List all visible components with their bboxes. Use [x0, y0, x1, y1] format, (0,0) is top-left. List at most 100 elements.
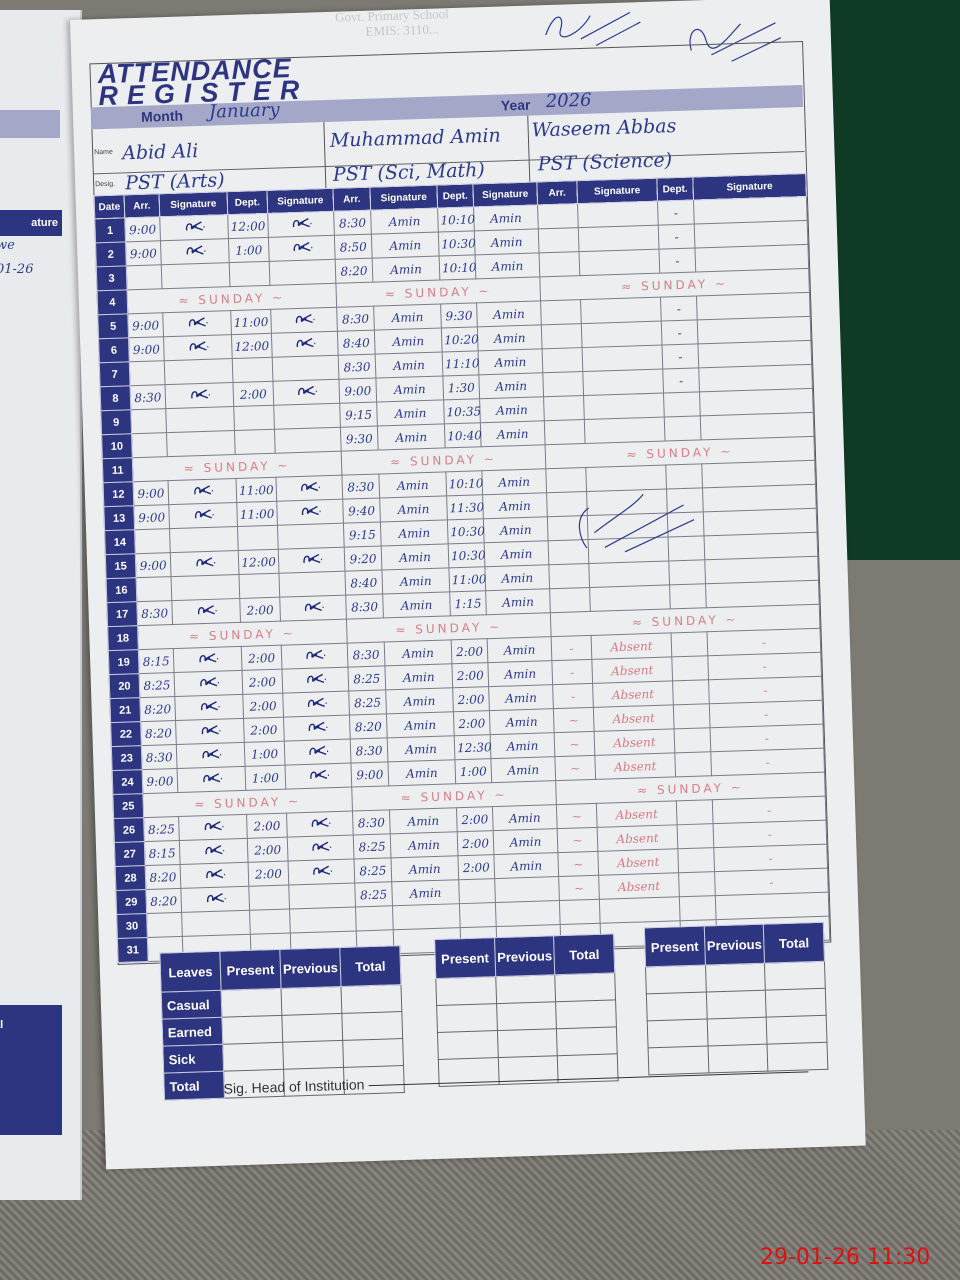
departure-signature[interactable]	[705, 580, 820, 608]
departure-signature[interactable]	[494, 876, 560, 903]
departure-signature[interactable]: Amin	[478, 372, 544, 399]
departure-signature[interactable]: Amin	[484, 564, 550, 591]
departure-signature[interactable]	[268, 235, 336, 262]
arrival-time[interactable]	[541, 323, 583, 349]
departure-time[interactable]	[234, 429, 276, 455]
leave-cell[interactable]	[646, 992, 707, 1021]
arrival-signature[interactable]	[174, 694, 244, 721]
departure-time[interactable]: 11:00	[235, 477, 277, 503]
departure-signature[interactable]	[700, 412, 814, 440]
departure-time[interactable]	[232, 357, 273, 383]
departure-time[interactable]: 2:00	[456, 806, 494, 832]
arrival-signature[interactable]: Amin	[382, 591, 451, 618]
arrival-signature[interactable]	[161, 262, 230, 289]
leave-cell[interactable]	[766, 1015, 827, 1045]
arrival-time[interactable]: ~	[554, 731, 595, 757]
leave-cell[interactable]	[765, 988, 827, 1018]
departure-time[interactable]	[664, 415, 702, 442]
absent-note[interactable]: Absent	[591, 632, 672, 660]
departure-time[interactable]	[672, 679, 710, 705]
departure-signature[interactable]	[279, 595, 347, 622]
arrival-signature[interactable]: Amin	[386, 711, 455, 738]
arrival-signature[interactable]	[170, 550, 239, 577]
arrival-time[interactable]	[544, 419, 586, 445]
arrival-time[interactable]: 9:20	[344, 545, 382, 572]
departure-time[interactable]: 2:00	[248, 861, 289, 887]
departure-signature[interactable]	[271, 331, 339, 358]
arrival-time[interactable]	[136, 576, 172, 602]
departure-signature[interactable]: -	[709, 700, 823, 728]
departure-signature[interactable]: -	[710, 748, 825, 776]
departure-time[interactable]	[233, 405, 275, 431]
departure-signature[interactable]	[284, 739, 351, 766]
departure-signature[interactable]	[702, 484, 817, 512]
departure-time[interactable]: -	[660, 295, 698, 322]
absent-note[interactable]: Absent	[591, 656, 673, 684]
arrival-signature[interactable]	[175, 718, 245, 745]
departure-time[interactable]: -	[662, 343, 699, 370]
departure-time[interactable]	[668, 559, 706, 585]
departure-time[interactable]: 10:20	[441, 326, 479, 352]
arrival-signature[interactable]: Amin	[381, 567, 450, 594]
arrival-signature[interactable]: Amin	[390, 831, 458, 858]
departure-time[interactable]: 10:30	[448, 542, 486, 568]
absent-note[interactable]: Absent	[596, 800, 678, 828]
arrival-time[interactable]: 8:25	[139, 672, 175, 698]
departure-time[interactable]: 10:40	[444, 422, 482, 448]
departure-time[interactable]	[674, 751, 712, 777]
arrival-signature[interactable]: Amin	[381, 543, 449, 570]
departure-time[interactable]: -	[662, 367, 700, 394]
arrival-time[interactable]: 8:30	[336, 306, 375, 332]
leave-cell[interactable]	[764, 961, 826, 991]
departure-time[interactable]: 2:00	[451, 662, 489, 688]
arrival-time[interactable]	[559, 899, 601, 925]
leave-cell[interactable]	[556, 1026, 618, 1056]
departure-signature[interactable]: -	[713, 820, 827, 848]
departure-signature[interactable]	[289, 906, 357, 934]
departure-time[interactable]	[671, 631, 708, 657]
departure-time[interactable]: 1:30	[442, 374, 480, 400]
arrival-time[interactable]	[548, 563, 590, 589]
departure-time[interactable]: 2:00	[457, 854, 495, 880]
leave-cell[interactable]	[647, 1018, 708, 1048]
departure-signature[interactable]: Amin	[484, 540, 549, 567]
arrival-time[interactable]: ~	[556, 803, 598, 829]
arrival-signature[interactable]: Amin	[390, 855, 459, 882]
departure-signature[interactable]: Amin	[493, 828, 558, 855]
arrival-time[interactable]: 8:50	[334, 234, 373, 260]
departure-signature[interactable]: Amin	[487, 660, 553, 687]
leave-cell[interactable]	[555, 972, 616, 1002]
departure-time[interactable]: 2:00	[242, 693, 284, 719]
departure-signature[interactable]	[704, 532, 818, 560]
arrival-time[interactable]	[537, 203, 579, 229]
departure-signature[interactable]	[274, 427, 342, 454]
arrival-time[interactable]: -	[552, 683, 594, 709]
departure-signature[interactable]: Amin	[479, 396, 545, 423]
departure-signature[interactable]	[287, 835, 354, 862]
departure-time[interactable]: 2:00	[451, 638, 488, 664]
leave-cell[interactable]	[645, 965, 707, 994]
arrival-time[interactable]: 8:15	[144, 840, 181, 866]
arrival-signature[interactable]	[171, 574, 240, 601]
arrival-signature[interactable]	[174, 670, 243, 697]
arrival-time[interactable]: -	[551, 635, 592, 661]
leave-cell[interactable]	[437, 1030, 498, 1060]
departure-signature[interactable]: -	[708, 676, 823, 704]
departure-time[interactable]: 1:00	[244, 741, 286, 767]
departure-signature[interactable]: Amin	[474, 228, 540, 255]
arrival-signature[interactable]: Amin	[384, 639, 452, 666]
departure-signature[interactable]	[288, 858, 355, 886]
departure-time[interactable]: 12:00	[238, 549, 279, 575]
arrival-time[interactable]: ~	[557, 851, 599, 877]
departure-time[interactable]: 11:00	[448, 566, 487, 592]
leave-cell[interactable]	[341, 1011, 403, 1041]
arrival-signature[interactable]	[582, 345, 663, 372]
arrival-signature[interactable]	[599, 896, 681, 924]
departure-signature[interactable]: Amin	[482, 492, 548, 519]
arrival-time[interactable]: 9:00	[133, 504, 170, 530]
departure-signature[interactable]: Amin	[480, 420, 546, 447]
arrival-time[interactable]: 8:30	[347, 641, 385, 668]
arrival-signature[interactable]	[180, 886, 250, 913]
arrival-signature[interactable]	[168, 502, 238, 529]
arrival-signature[interactable]	[584, 417, 666, 444]
